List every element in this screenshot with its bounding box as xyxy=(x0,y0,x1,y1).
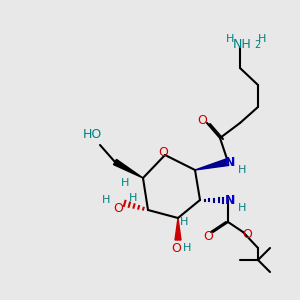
Text: H: H xyxy=(121,178,129,188)
Text: 2: 2 xyxy=(254,40,260,50)
Text: H: H xyxy=(238,165,246,175)
Text: H: H xyxy=(129,193,137,203)
Text: H: H xyxy=(102,195,110,205)
Polygon shape xyxy=(195,159,229,170)
Text: H: H xyxy=(258,34,266,44)
Polygon shape xyxy=(113,159,143,178)
Text: H: H xyxy=(183,243,191,253)
Text: H: H xyxy=(226,34,234,44)
Text: NH: NH xyxy=(232,38,251,52)
Text: O: O xyxy=(171,242,181,254)
Text: O: O xyxy=(203,230,213,242)
Text: N: N xyxy=(225,157,235,169)
Text: H: H xyxy=(238,203,246,213)
Text: O: O xyxy=(113,202,123,215)
Text: O: O xyxy=(197,113,207,127)
Text: HO: HO xyxy=(82,128,102,142)
Text: H: H xyxy=(180,217,188,227)
Text: N: N xyxy=(225,194,235,208)
Text: O: O xyxy=(242,227,252,241)
Polygon shape xyxy=(175,218,181,240)
Text: O: O xyxy=(158,146,168,158)
